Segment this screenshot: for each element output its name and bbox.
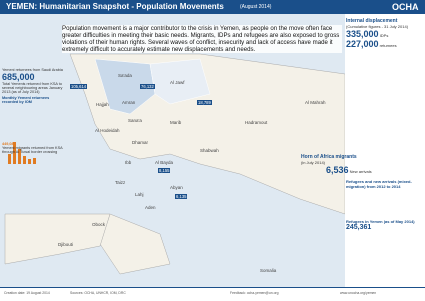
map-label: Hadramout [245, 120, 268, 125]
chart-title: Monthly Yemeni returnees recorded by IOM [2, 96, 50, 104]
created: Creation date: 19 August 2014 [4, 291, 50, 295]
web: www.unocha.org/yemen [340, 291, 377, 295]
map-label: Lahj [135, 192, 144, 197]
map-label: Ibb [125, 160, 132, 165]
refugees-heading: Refugees and new arrivals (mixed-migrati… [346, 179, 412, 189]
map-label: Sana'a [128, 118, 142, 123]
returnees: 227,000 [346, 39, 379, 49]
left-land [4, 213, 111, 265]
heading: Internal displacement [346, 18, 398, 24]
map-label: Al Mahrah [305, 100, 326, 105]
map-number: 8,155 [158, 168, 171, 173]
total-note: Total Yemenis returned from KSA to sever… [2, 82, 63, 94]
spacer [2, 104, 64, 142]
bar [33, 158, 36, 164]
bar [23, 156, 26, 164]
bar [8, 154, 11, 164]
map-label: Amran [122, 100, 136, 105]
map-label: Al Bayda [155, 160, 174, 165]
left-panel: Yemeni returnees from Saudi Arabia 685,0… [2, 68, 64, 154]
bar [18, 149, 21, 164]
total: 685,000 [2, 72, 35, 82]
map-label: Sa'ada [118, 73, 132, 78]
title: YEMEN: Humanitarian Snapshot - Populatio… [6, 2, 224, 11]
refugees-in-yemen: Refugees in Yemen (as of May 2014) [346, 219, 415, 224]
right-panel-bg [345, 14, 425, 287]
footer: Creation date: 19 August 2014 Sources: O… [0, 287, 425, 301]
sources: Sources: OCHA, UNHCR, IOM, DRC [70, 291, 126, 295]
refugees-total: 245,361 [346, 224, 372, 231]
map-label: Al Jawf [170, 80, 185, 85]
new-arrivals-label: New arrivals [349, 169, 372, 174]
header: YEMEN: Humanitarian Snapshot - Populatio… [0, 0, 425, 14]
map [0, 14, 425, 287]
idps: 335,000 [346, 29, 379, 39]
map-label: Shabwah [200, 148, 219, 153]
bar [13, 142, 16, 164]
map-number: 6,135 [175, 194, 188, 199]
map-label: Aden [145, 205, 156, 210]
map-label: Obock [92, 222, 106, 227]
map-label: Djibouti [58, 242, 74, 247]
map-number: 76,132 [140, 84, 155, 89]
map-label: Dhamar [132, 140, 149, 145]
figure-note: Yemeni migrants returned from KSA throug… [2, 146, 63, 154]
map-label: Al Hodeidah [95, 128, 120, 133]
logo: OCHA [392, 2, 419, 12]
spacer [346, 49, 424, 154]
bar [28, 159, 31, 164]
intro: Population movement is a major contribut… [62, 25, 342, 53]
map-label: Hajjah [96, 102, 109, 107]
heading: Yemeni returnees from Saudi Arabia [2, 68, 63, 72]
idps-label: IDPs [379, 33, 389, 38]
hoa-heading: Horn of Africa migrants [301, 154, 357, 160]
hoa-sub: (in July 2014) [301, 160, 326, 165]
spacer [346, 189, 424, 219]
figure: 449,087 [2, 142, 16, 146]
right-panel: Internal displacement (Cumulative figure… [301, 18, 424, 231]
map-number: 105,614 [70, 84, 88, 89]
feedback: Feedback: ocha-yemen@un.org [230, 291, 279, 295]
al-jawf [149, 58, 211, 105]
returnee-bars [8, 142, 36, 164]
map-label: Marib [170, 120, 182, 125]
map-label: Abyan [170, 185, 183, 190]
map-label: Somalia [260, 268, 277, 273]
map-number: 18,789 [197, 100, 212, 105]
map-label: Taizz [115, 180, 126, 185]
returnees-label: returnees [379, 43, 397, 48]
new-arrivals: 6,536 [326, 165, 349, 175]
north-governorates [94, 58, 156, 115]
sub: (Cumulative figures - 31 July 2014) [346, 24, 409, 29]
date: (August 2014) [240, 4, 272, 10]
